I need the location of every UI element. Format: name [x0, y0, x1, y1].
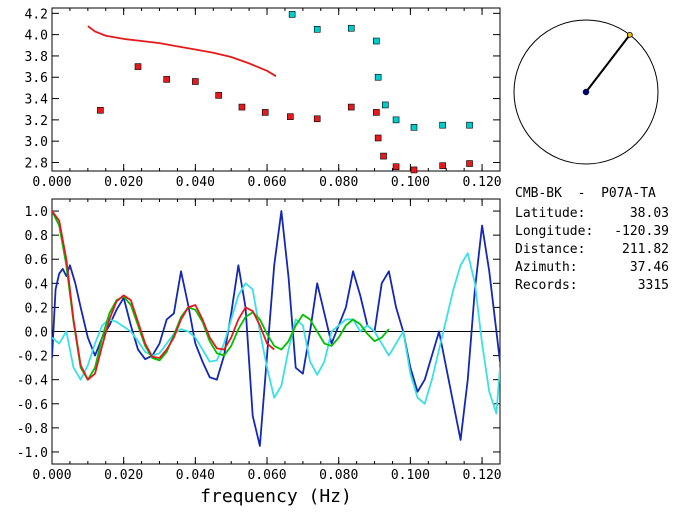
- top-series-2-marker: [373, 37, 380, 45]
- top-x-tick-label: 0.060: [247, 175, 286, 190]
- bottom-x-tick-label: 0.020: [104, 468, 143, 483]
- bottom-y-tick-label: 0.6: [25, 253, 48, 268]
- top-series-1-marker: [215, 92, 222, 99]
- bottom-x-tick-label: 0.000: [32, 468, 71, 483]
- top-y-tick-label: 4.2: [25, 7, 48, 22]
- bottom-y-tick-label: -0.2: [17, 350, 48, 365]
- bottom-y-tick-label: 0.2: [25, 301, 48, 316]
- top-y-tick-label: 3.4: [25, 93, 49, 108]
- top-series-1-marker: [347, 103, 355, 111]
- bottom-y-tick-label: -0.4: [17, 374, 48, 389]
- bottom-series-0-line: [52, 210, 500, 447]
- station-info: CMB-BK - P07A-TA Latitude: 38.03 Longitu…: [515, 186, 669, 293]
- bottom-y-tick-label: 0.8: [25, 229, 48, 244]
- top-y-tick-label: 3.2: [25, 114, 48, 129]
- bottom-x-tick-label: 0.100: [391, 468, 430, 483]
- azimuth-line: [585, 34, 631, 93]
- top-series-2-marker: [392, 116, 400, 124]
- azimuth-map: [513, 19, 659, 165]
- distance-label: Distance:: [515, 242, 585, 257]
- top-series-1-marker: [97, 106, 104, 114]
- top-series-1-marker: [313, 115, 321, 123]
- top-x-tick-label: 0.120: [463, 175, 502, 190]
- top-series-2-marker: [410, 124, 418, 131]
- top-x-tick-label: 0.100: [391, 175, 430, 190]
- station-point: [582, 88, 590, 96]
- bottom-x-axis-title: frequency (Hz): [200, 486, 352, 507]
- top-x-tick-label: 0.080: [319, 175, 358, 190]
- azimuth-value: 37.46: [630, 260, 669, 275]
- top-y-tick-label: 3.8: [25, 50, 48, 65]
- top-series-2-marker: [382, 101, 389, 109]
- top-y-tick-label: 2.8: [25, 156, 48, 171]
- top-series-1-marker: [466, 160, 473, 167]
- top-series-1-marker: [410, 166, 418, 174]
- remote-station-point: [626, 31, 633, 38]
- latitude-label: Latitude:: [515, 206, 585, 221]
- top-series-2-marker: [374, 73, 382, 81]
- records-label: Records:: [515, 278, 578, 293]
- longitude-label: Longitude:: [515, 224, 593, 239]
- top-series-1-marker: [163, 76, 170, 83]
- bottom-y-tick-label: 1.0: [25, 205, 48, 220]
- station-pair-header: CMB-BK - P07A-TA: [515, 186, 656, 201]
- top-series-1-marker: [374, 134, 382, 142]
- top-series-2-marker: [288, 11, 296, 18]
- top-series-1-marker: [287, 113, 294, 120]
- map-circle: [513, 19, 659, 165]
- azimuth-label: Azimuth:: [515, 260, 578, 275]
- top-x-tick-label: 0.000: [32, 175, 71, 190]
- bottom-y-tick-label: 0.0: [25, 326, 48, 341]
- bottom-series-3-line: [52, 210, 275, 381]
- top-series-1-marker: [439, 162, 446, 169]
- top-series-2-marker: [313, 26, 321, 33]
- longitude-value: -120.39: [614, 224, 669, 239]
- bottom-x-tick-label: 0.080: [319, 468, 358, 483]
- top-y-tick-label: 3.0: [25, 135, 48, 150]
- latitude-value: 38.03: [630, 206, 669, 221]
- top-series-2-marker: [439, 121, 446, 129]
- top-series-1-marker: [192, 78, 199, 85]
- top-series-1-marker: [134, 63, 142, 70]
- top-frame: [51, 7, 501, 172]
- distance-value: 211.82: [622, 242, 669, 257]
- correlation-plot: 0.000 0.020 0.040 0.060 0.080 0.100 0.120 -1.0 -…: [17, 198, 502, 507]
- bottom-x-tick-label: 0.120: [463, 468, 502, 483]
- bottom-x-tick-label: 0.060: [247, 468, 286, 483]
- bottom-series-1-line: [52, 252, 500, 415]
- top-series-0-line: [87, 25, 277, 77]
- bottom-y-tick-label: -1.0: [17, 446, 48, 461]
- top-series-1-marker: [261, 109, 269, 116]
- top-x-tick-label: 0.040: [176, 175, 215, 190]
- records-value: 3315: [638, 278, 669, 293]
- bottom-y-tick-label: -0.8: [17, 422, 48, 437]
- bottom-series-2-line: [52, 210, 390, 381]
- top-x-tick-label: 0.020: [104, 175, 143, 190]
- bottom-y-tick-label: 0.4: [25, 277, 49, 292]
- top-series-1-marker: [373, 109, 380, 116]
- top-y-tick-label: 3.6: [25, 71, 48, 86]
- bottom-x-tick-label: 0.040: [176, 468, 215, 483]
- top-series-2-marker: [466, 121, 473, 129]
- top-series-1-marker: [238, 103, 246, 111]
- top-series-2-marker: [347, 24, 355, 32]
- top-series-1-marker: [380, 152, 387, 160]
- dispersion-plot: 0.000 0.020 0.040 0.060 0.080 0.100 0.120 2.8 3.…: [25, 7, 502, 190]
- top-series-1-marker: [392, 163, 400, 171]
- bottom-y-tick-label: -0.6: [17, 398, 48, 413]
- top-y-tick-label: 4.0: [25, 29, 48, 44]
